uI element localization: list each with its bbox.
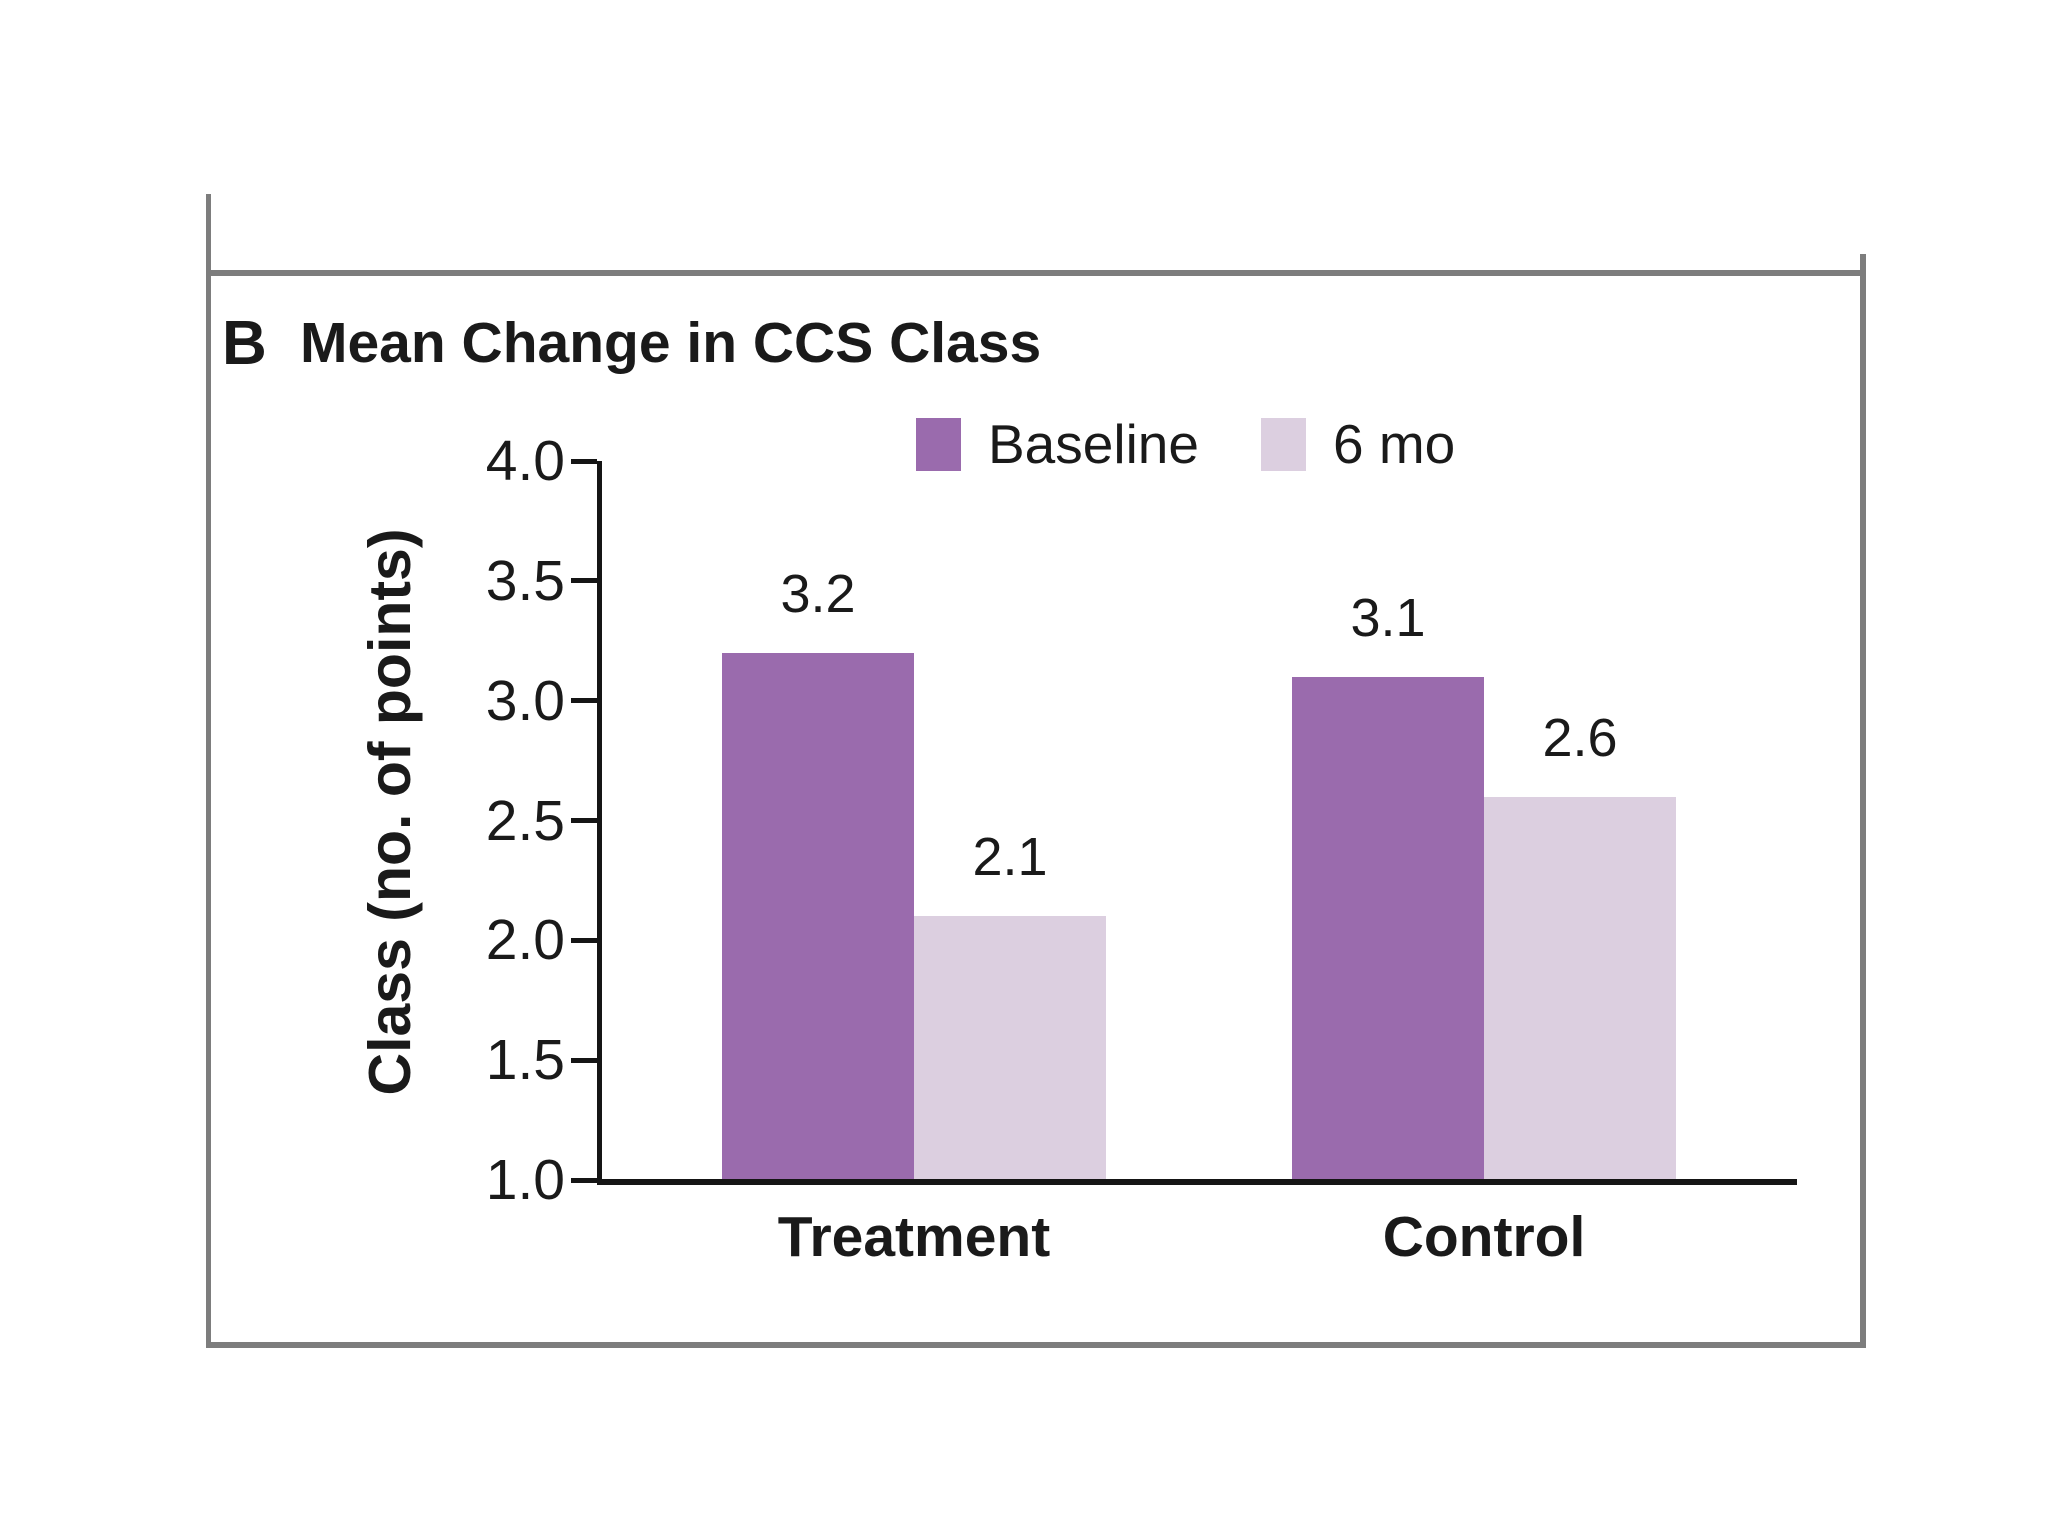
bar-6-mo-control	[1484, 796, 1676, 1183]
bar-value-label: 2.1	[972, 827, 1048, 888]
y-tick-mark	[571, 458, 597, 464]
panel-letter: B	[222, 309, 268, 378]
panel-border-bottom	[206, 1342, 1866, 1348]
panel-border-top	[206, 270, 1866, 276]
y-tick-label: 3.0	[485, 668, 565, 733]
y-axis-line	[597, 461, 602, 1184]
y-tick-label: 1.5	[485, 1028, 565, 1093]
bar-value-label: 3.1	[1350, 587, 1426, 648]
y-tick-label: 2.5	[485, 788, 565, 853]
y-tick-label: 1.0	[485, 1148, 565, 1212]
y-tick-label: 2.0	[485, 908, 565, 973]
x-axis-line	[597, 1179, 1797, 1185]
bar-value-label: 2.6	[1542, 707, 1618, 768]
y-tick-label: 3.5	[485, 548, 565, 613]
legend-swatch	[1260, 417, 1306, 471]
y-tick-label: 4.0	[485, 429, 565, 493]
y-tick-mark	[571, 698, 597, 704]
legend-label: Baseline	[988, 413, 1199, 475]
legend-swatch	[916, 417, 961, 471]
panel-border-right	[1860, 254, 1866, 1347]
legend-label: 6 mo	[1332, 413, 1456, 475]
y-tick-mark	[571, 1177, 597, 1183]
bar-6-mo-treatment	[914, 916, 1106, 1183]
chart-legend: Baseline 6 mo	[916, 412, 1455, 476]
y-tick-mark	[571, 1057, 597, 1063]
legend-item: Baseline	[916, 412, 1199, 476]
panel-border-left	[206, 194, 211, 1347]
y-tick-mark	[571, 818, 597, 823]
y-tick-mark	[571, 578, 597, 584]
panel-title: Mean Change in CCS Class	[300, 311, 1042, 375]
y-tick-mark	[571, 937, 597, 943]
bar-baseline-treatment	[722, 652, 914, 1183]
bar-baseline-control	[1292, 676, 1484, 1183]
bar-value-label: 3.2	[780, 563, 856, 624]
x-category-label-control: Control	[1382, 1205, 1586, 1269]
x-category-label-treatment: Treatment	[777, 1205, 1051, 1269]
legend-item: 6 mo	[1260, 412, 1456, 476]
